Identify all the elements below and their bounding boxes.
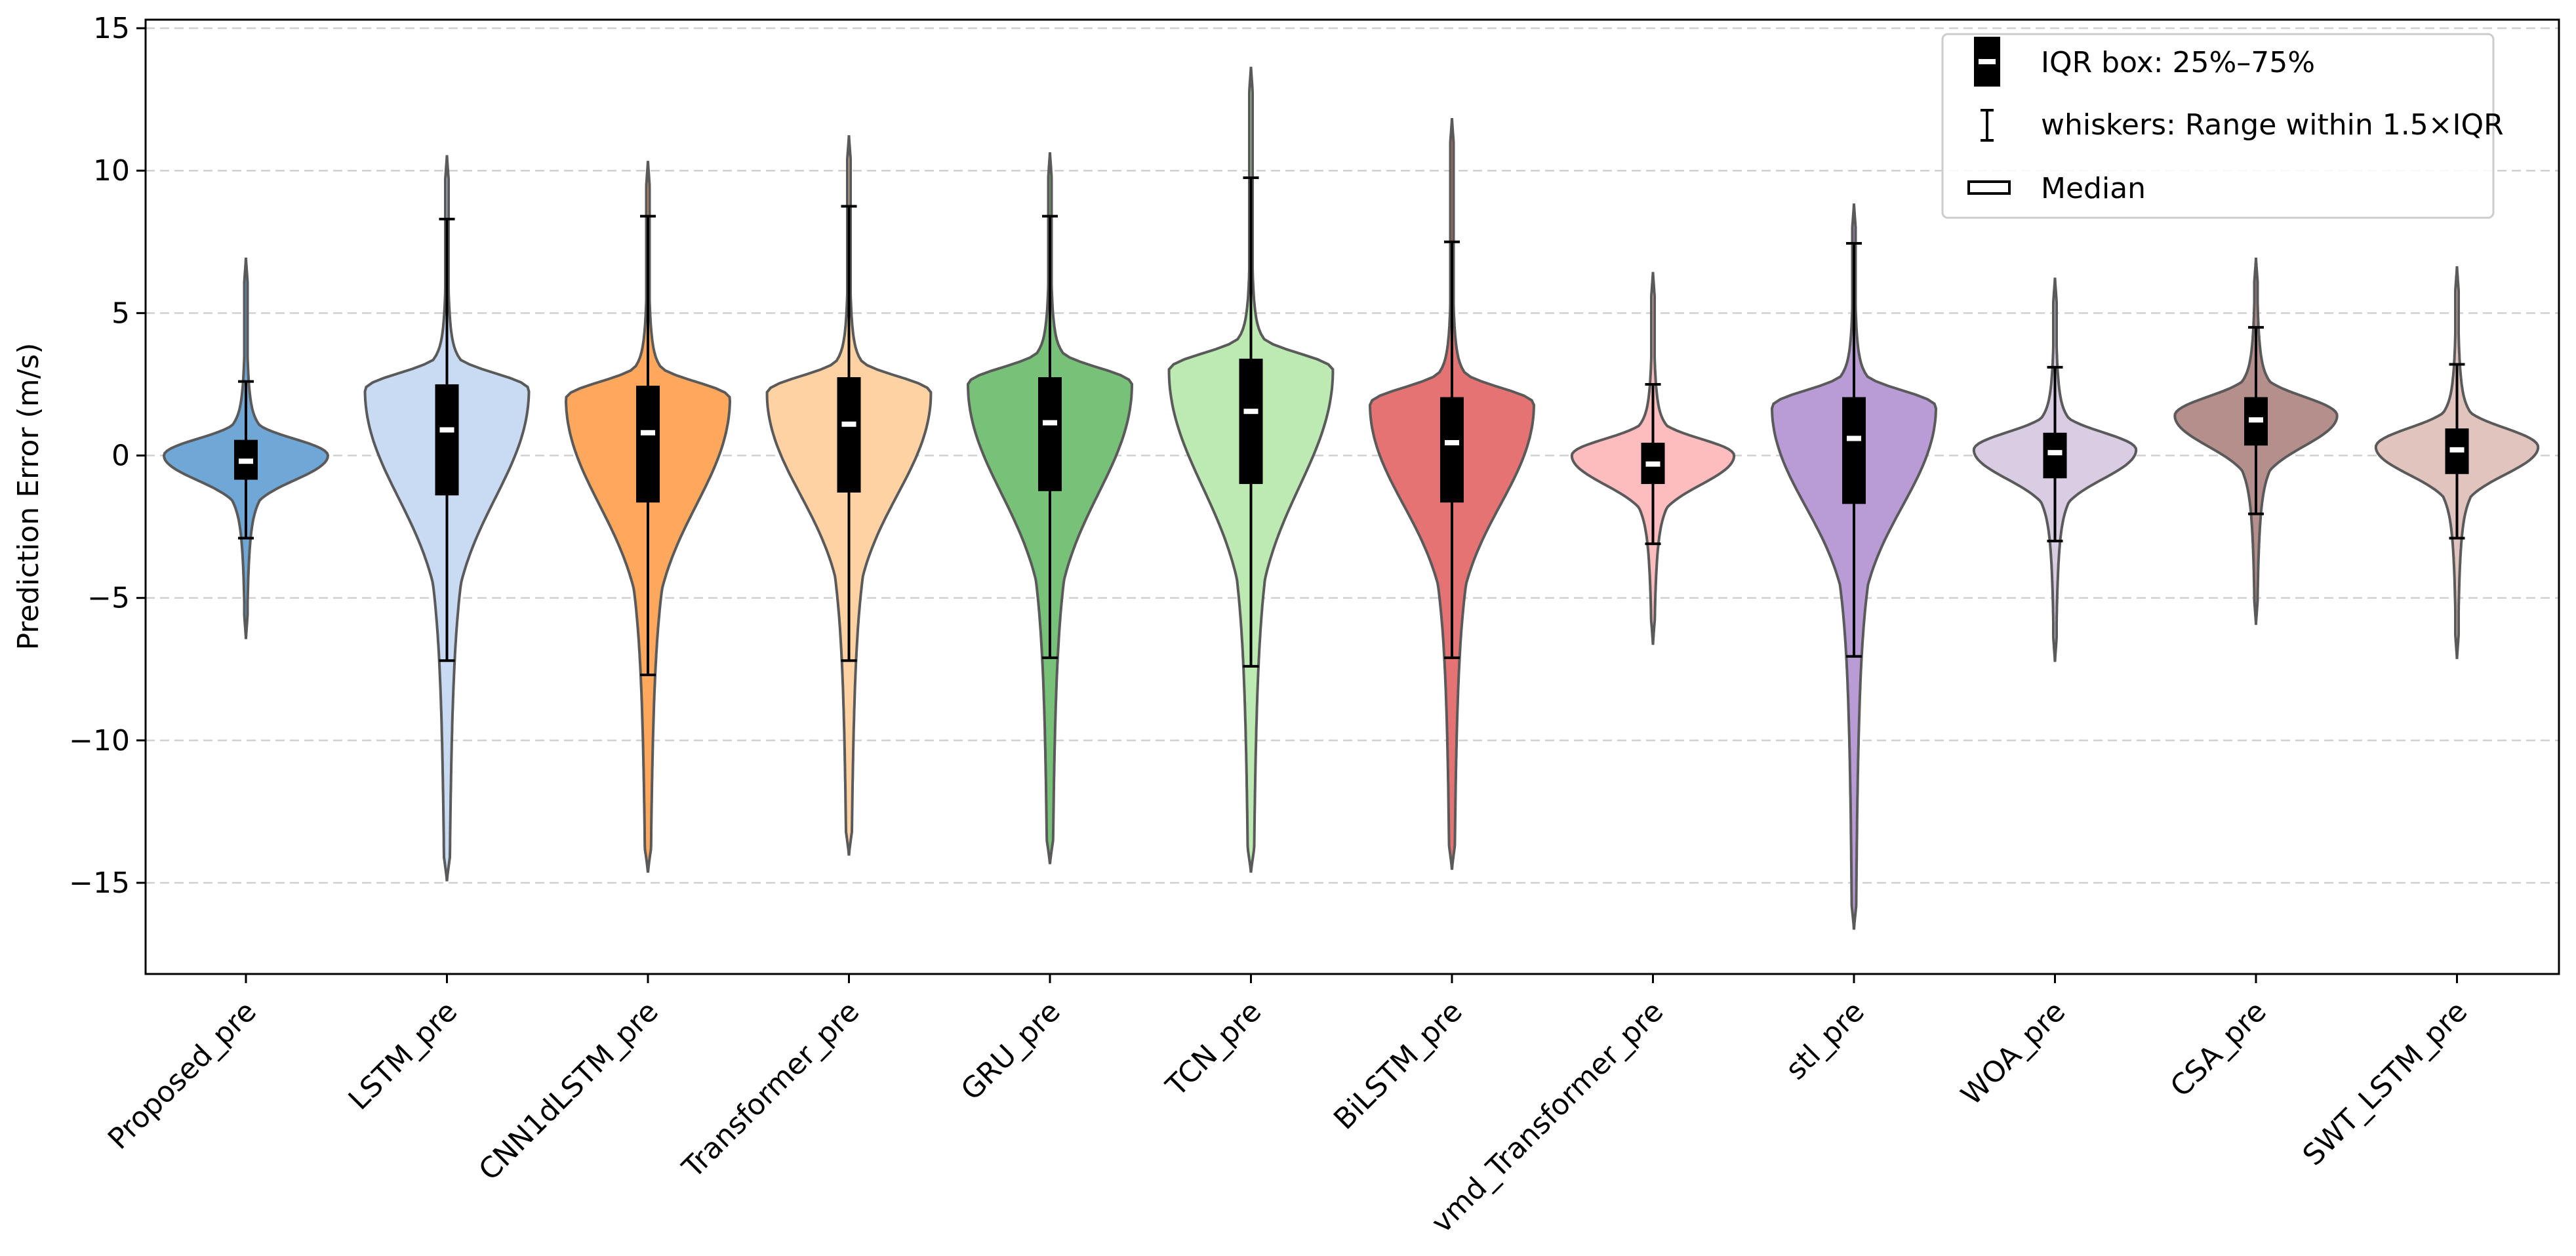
iqr-box-TCN_pre (1239, 358, 1263, 484)
median-vmd_Transformer_pre (1645, 461, 1660, 467)
y-tick-label: −10 (69, 724, 130, 758)
legend-median-label: Median (2041, 172, 2146, 205)
iqr-box-CNN1dLSTM_pre (636, 386, 660, 503)
median-Proposed_pre (239, 458, 253, 464)
y-tick-label: 15 (93, 12, 130, 45)
iqr-box-stl_pre (1842, 397, 1866, 504)
plot-frame (144, 18, 2560, 975)
legend-item-whiskers: whiskers: Range within 1.5×IQR (1981, 108, 2504, 142)
iqr-box-Transformer_pre (837, 377, 861, 493)
median-CNN1dLSTM_pre (641, 430, 655, 436)
median-TCN_pre (1243, 409, 1258, 415)
median-LSTM_pre (439, 427, 454, 433)
iqr-box-LSTM_pre (435, 384, 459, 496)
median-Transformer_pre (841, 421, 856, 427)
y-axis-label: Prediction Error (m/s) (12, 343, 45, 651)
legend-iqr-median-mark (1979, 59, 1996, 64)
box-plots (234, 176, 2469, 676)
median-GRU_pre (1043, 420, 1057, 426)
median-SWT_LSTM_pre (2449, 447, 2465, 453)
y-axis: 15 10 5 0 −5 −10 −15 (69, 12, 146, 900)
legend-whisker-label: whiskers: Range within 1.5×IQR (2041, 108, 2504, 142)
legend-iqr-label: IQR box: 25%–75% (2041, 46, 2315, 79)
y-tick-label: 10 (93, 154, 130, 188)
legend-item-median: Median (1967, 172, 2146, 205)
legend-item-iqr: IQR box: 25%–75% (1974, 37, 2315, 87)
iqr-box-WOA_pre (2043, 432, 2067, 479)
y-tick-label: −5 (87, 582, 130, 615)
legend: IQR box: 25%–75% whiskers: Range within … (1941, 33, 2504, 219)
median-stl_pre (1847, 436, 1861, 441)
median-WOA_pre (2047, 450, 2063, 456)
legend-frame (1941, 33, 2495, 219)
median-CSA_pre (2249, 417, 2263, 423)
y-tick-label: 5 (111, 296, 130, 330)
y-tick-label: 0 (111, 439, 130, 473)
y-tick-label: −15 (69, 866, 130, 900)
legend-median-swatch (1967, 180, 2011, 195)
iqr-box-BiLSTM_pre (1440, 397, 1464, 503)
median-BiLSTM_pre (1445, 439, 1459, 445)
iqr-box-GRU_pre (1038, 377, 1062, 491)
